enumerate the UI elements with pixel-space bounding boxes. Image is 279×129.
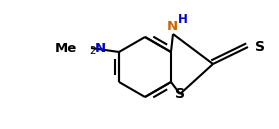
Text: Me: Me (55, 42, 77, 54)
Text: H: H (178, 13, 188, 26)
Text: N: N (167, 20, 177, 33)
Text: 2: 2 (89, 46, 96, 56)
Text: S: S (175, 87, 185, 101)
Text: N: N (95, 42, 106, 54)
Text: S: S (255, 40, 265, 54)
